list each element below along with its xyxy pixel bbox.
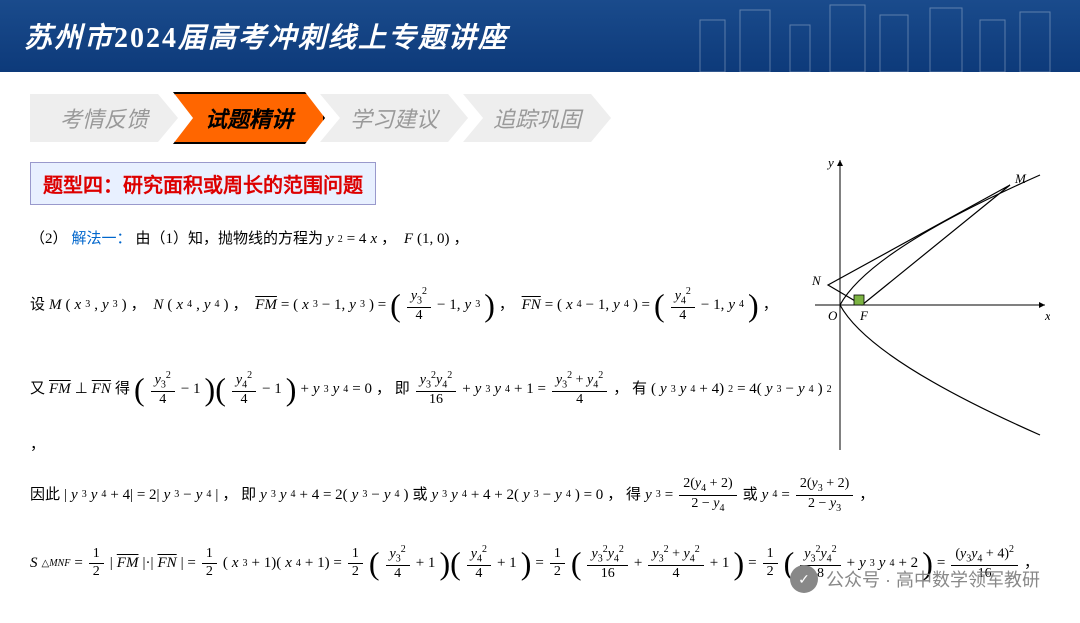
l2-prefix: 设 (30, 289, 45, 322)
parabola-diagram: x y M N O F (810, 155, 1050, 455)
l1-prefix: （2） (30, 223, 68, 256)
title-year: 2024 (114, 23, 178, 54)
watermark-text: 公众号 · 高中数学领军教研 (826, 566, 1040, 592)
wechat-icon: ✓ (790, 565, 818, 593)
tab-bar: 考情反馈 试题精讲 学习建议 追踪巩固 (0, 72, 1080, 154)
point-O: O (828, 308, 838, 323)
axis-x-label: x (1044, 308, 1050, 323)
l1-method: 解法一： (72, 223, 132, 256)
title-suffix: 届高考冲刺线上专题讲座 (178, 23, 508, 54)
math-line-1: （2） 解法一： 由（1）知，抛物线的方程为 y2 = 4x ， F (1, 0… (30, 223, 790, 256)
l1-text: 由（1）知，抛物线的方程为 (136, 223, 324, 256)
header-title: 苏州市2024届高考冲刺线上专题讲座 (24, 16, 508, 56)
point-M: M (1014, 171, 1027, 186)
section-title: 题型四：研究面积或周长的范围问题 (30, 162, 376, 205)
axis-y-label: y (826, 155, 834, 170)
header-bar: 苏州市2024届高考冲刺线上专题讲座 (0, 0, 1080, 72)
math-line-3: 又 FM ⊥ FN 得 (y324 − 1)(y424 − 1) + y3y4 … (30, 354, 850, 461)
tab-feedback[interactable]: 考情反馈 (30, 94, 178, 142)
tab-followup[interactable]: 追踪巩固 (463, 94, 611, 142)
point-N: N (811, 273, 822, 288)
math-line-4: 因此 |y3y4 + 4| = 2|y3 − y4| ， 即 y3y4 + 4 … (30, 476, 1050, 515)
tab-problems[interactable]: 试题精讲 (173, 92, 325, 144)
tab-advice[interactable]: 学习建议 (320, 94, 468, 142)
math-line-2: 设 M (x3, y3) ， N (x4, y4) ， FM = (x3 − 1… (30, 270, 790, 340)
l4-prefix: 因此 (30, 479, 60, 512)
watermark: ✓ 公众号 · 高中数学领军教研 (790, 565, 1040, 593)
point-F: F (859, 308, 869, 323)
buildings-decoration (680, 0, 1080, 72)
l3-prefix: 又 (30, 373, 45, 406)
title-prefix: 苏州市 (24, 23, 114, 54)
